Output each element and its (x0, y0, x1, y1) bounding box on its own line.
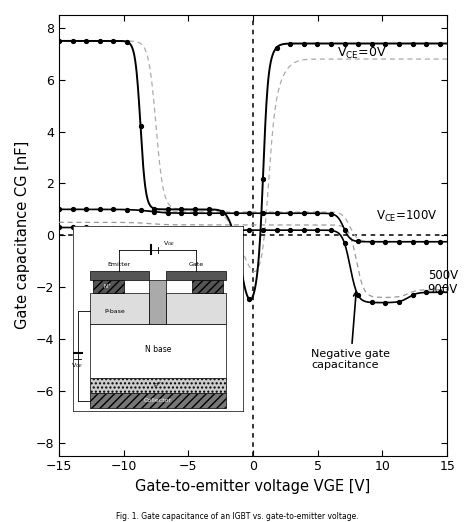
Text: Fig. 1. Gate capacitance of an IGBT vs. gate-to-emitter voltage.: Fig. 1. Gate capacitance of an IGBT vs. … (116, 513, 358, 521)
X-axis label: Gate-to-emitter voltage VGE [V]: Gate-to-emitter voltage VGE [V] (136, 479, 371, 494)
Text: 500V: 500V (428, 269, 458, 282)
Text: Negative gate
capacitance: Negative gate capacitance (311, 292, 390, 371)
Y-axis label: Gate capacitance CG [nF]: Gate capacitance CG [nF] (15, 141, 30, 329)
Text: V$_\mathrm{CE}$=100V: V$_\mathrm{CE}$=100V (376, 209, 438, 224)
Text: V$_\mathrm{CE}$=0V: V$_\mathrm{CE}$=0V (337, 46, 387, 62)
Text: 900V: 900V (428, 283, 458, 296)
